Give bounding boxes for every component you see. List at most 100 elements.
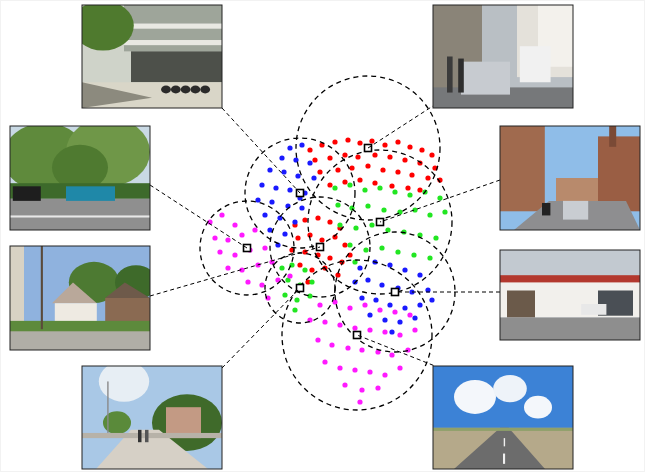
- photo-part: [10, 331, 150, 350]
- point: [407, 312, 412, 317]
- photo-part: [200, 85, 210, 93]
- point: [417, 187, 422, 192]
- photo-border: [10, 246, 150, 350]
- point: [402, 267, 407, 272]
- point: [311, 175, 316, 180]
- photo-part: [105, 282, 150, 298]
- photo-part: [454, 380, 496, 414]
- leader-line: [222, 108, 300, 193]
- point: [395, 249, 400, 254]
- leader-line: [150, 185, 247, 248]
- photo-part: [52, 282, 97, 303]
- point: [409, 172, 414, 177]
- point: [335, 202, 340, 207]
- point: [392, 189, 397, 194]
- point: [327, 219, 332, 224]
- point: [397, 319, 402, 324]
- point-cluster: [289, 137, 442, 284]
- photo-part: [191, 85, 201, 93]
- point: [437, 195, 442, 200]
- point: [389, 352, 394, 357]
- point: [382, 372, 387, 377]
- point: [412, 315, 417, 320]
- photo: [433, 366, 573, 469]
- point: [287, 273, 292, 278]
- point: [367, 327, 372, 332]
- diagram: [0, 0, 645, 472]
- point: [425, 175, 430, 180]
- point: [389, 329, 394, 334]
- point: [332, 139, 337, 144]
- point: [342, 382, 347, 387]
- point: [335, 167, 340, 172]
- point: [382, 317, 387, 322]
- point: [307, 160, 312, 165]
- point: [427, 255, 432, 260]
- point: [322, 319, 327, 324]
- point: [407, 144, 412, 149]
- point: [329, 342, 334, 347]
- photo-part: [520, 46, 551, 82]
- photo-part: [458, 59, 464, 93]
- point: [397, 332, 402, 337]
- point: [255, 197, 260, 202]
- point-cluster: [207, 212, 417, 404]
- photo-scene: [500, 126, 640, 230]
- photo-part: [124, 24, 222, 29]
- photo: [72, 1, 222, 108]
- photo-scene: [10, 246, 150, 350]
- photo-border: [433, 5, 573, 108]
- photo-part: [131, 51, 222, 82]
- point: [317, 169, 322, 174]
- point: [353, 225, 358, 230]
- photo: [10, 246, 157, 350]
- cluster-circles: [200, 76, 455, 410]
- photo-part: [500, 126, 545, 211]
- point: [259, 282, 264, 287]
- point: [417, 302, 422, 307]
- point: [397, 365, 402, 370]
- point: [372, 152, 377, 157]
- point: [262, 245, 267, 250]
- point: [337, 222, 342, 227]
- photo-border: [500, 126, 640, 230]
- point: [379, 282, 384, 287]
- photo-part: [454, 428, 545, 469]
- cluster-circle: [296, 76, 440, 220]
- photo-part: [500, 126, 640, 230]
- point: [365, 277, 370, 282]
- point: [352, 367, 357, 372]
- point: [411, 252, 416, 257]
- point: [252, 227, 257, 232]
- point: [412, 327, 417, 332]
- point: [259, 182, 264, 187]
- point: [225, 265, 230, 270]
- point: [332, 185, 337, 190]
- plot-area: [200, 76, 455, 410]
- point: [232, 252, 237, 257]
- photo-border: [82, 5, 222, 108]
- photo-part: [41, 246, 43, 329]
- photo-part: [10, 246, 24, 324]
- point: [239, 232, 244, 237]
- point: [375, 385, 380, 390]
- photo-part: [82, 433, 222, 438]
- photo-part: [124, 5, 222, 51]
- point: [309, 267, 314, 272]
- point: [279, 155, 284, 160]
- point: [347, 242, 352, 247]
- point: [299, 205, 304, 210]
- point: [295, 235, 300, 240]
- point: [279, 265, 284, 270]
- photo: [500, 126, 640, 230]
- photo-part: [500, 250, 640, 340]
- photo-part: [145, 430, 149, 442]
- point: [382, 142, 387, 147]
- photo-part: [13, 186, 41, 201]
- point: [307, 147, 312, 152]
- photo-part: [500, 275, 640, 282]
- point: [395, 169, 400, 174]
- leader-line: [395, 292, 500, 293]
- photo-part: [500, 318, 640, 341]
- photo-scene: [10, 126, 150, 230]
